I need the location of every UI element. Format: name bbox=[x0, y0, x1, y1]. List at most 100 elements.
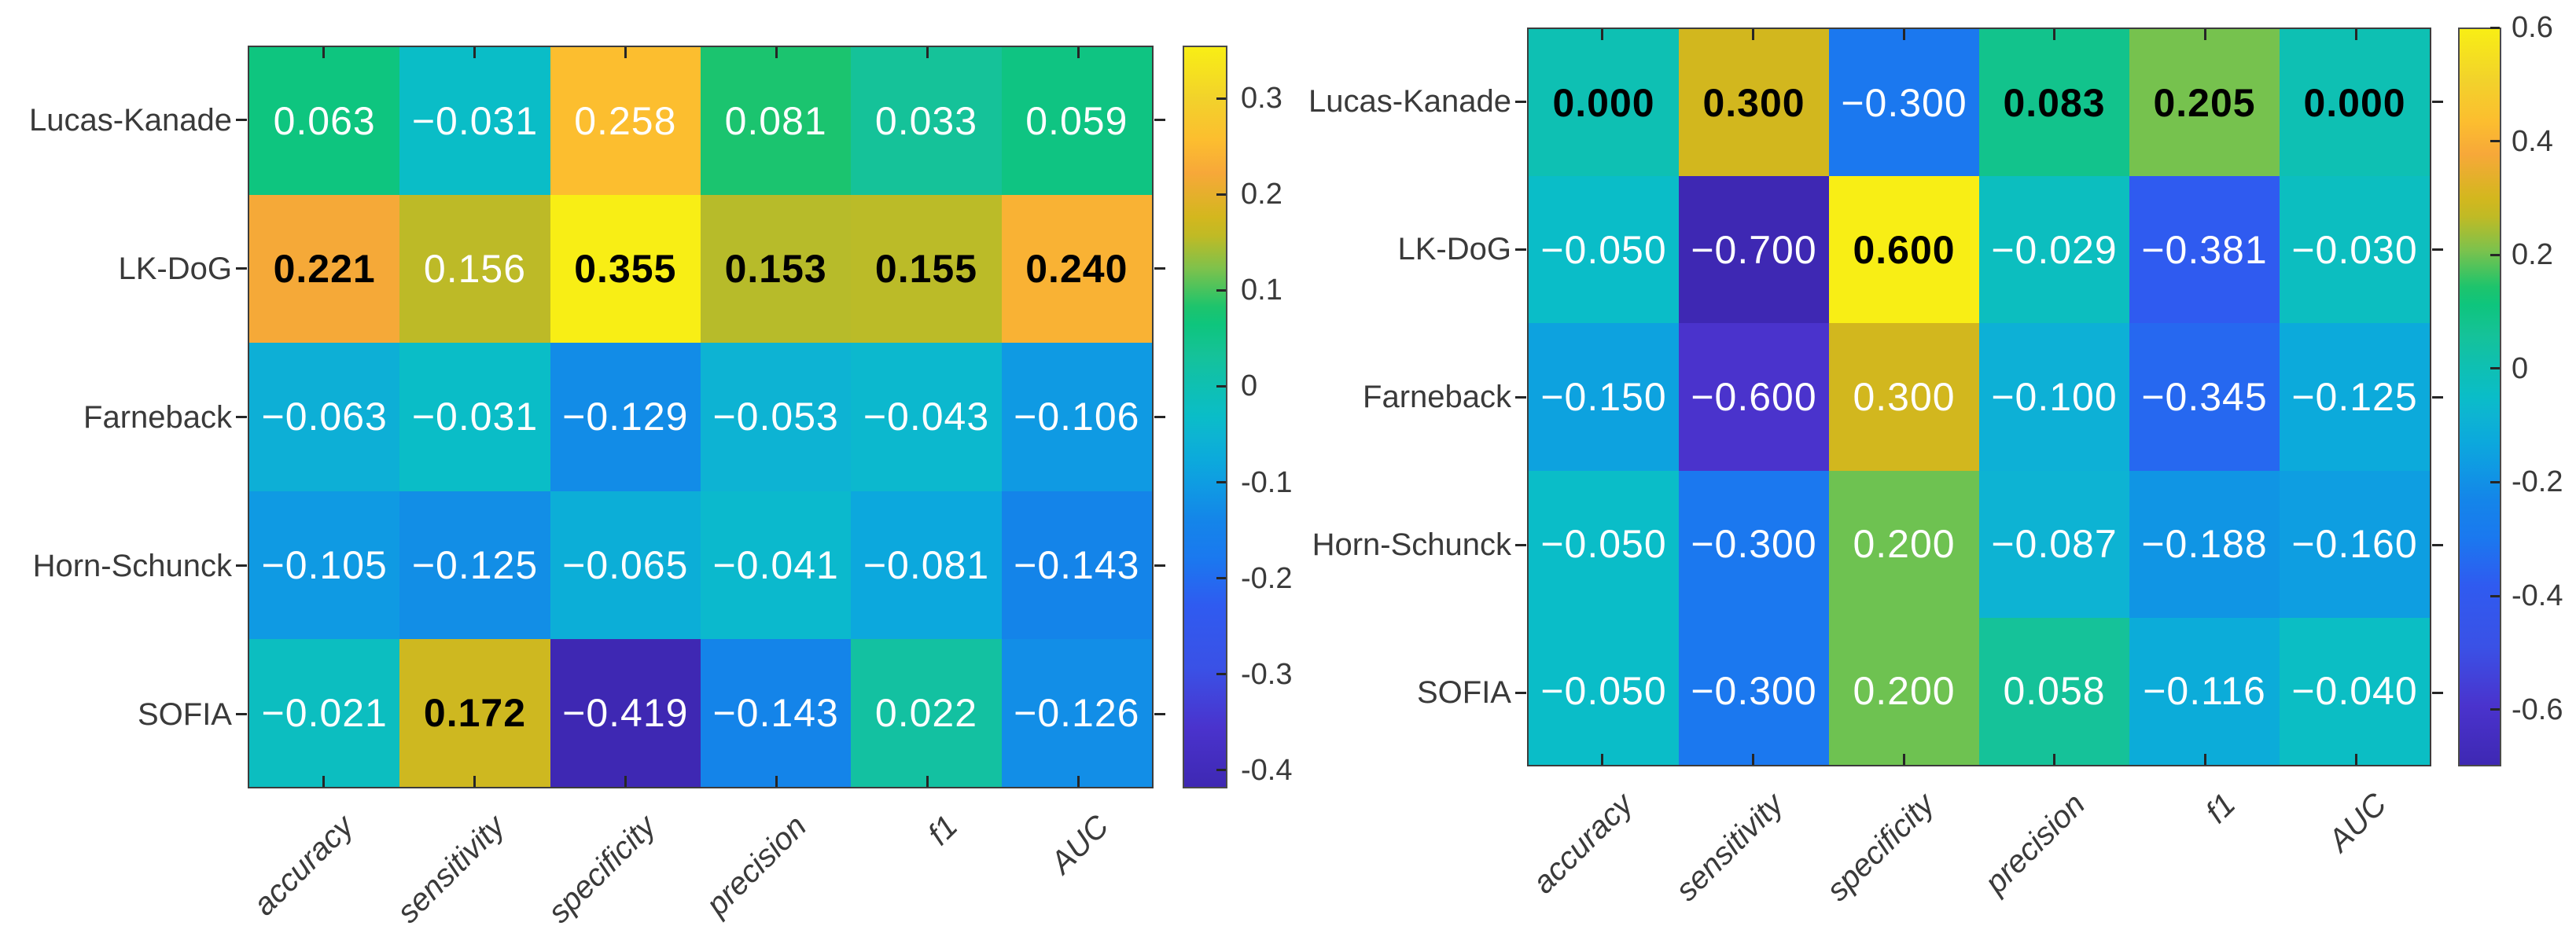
row-label: SOFIA bbox=[137, 696, 232, 732]
axis-tick-top bbox=[2204, 29, 2206, 40]
cell-value: −0.105 bbox=[261, 542, 388, 587]
colorbar-tick bbox=[1216, 384, 1226, 388]
heatmap-cell: 0.022 bbox=[851, 638, 1002, 787]
column-label: f1 bbox=[921, 809, 965, 852]
colorbar-tick bbox=[1216, 97, 1226, 100]
colorbar-tick bbox=[2490, 26, 2500, 29]
axis-tick-bottom bbox=[2053, 754, 2056, 765]
column-label: accuracy bbox=[246, 809, 361, 923]
colorbar-tick-label: -0.6 bbox=[2512, 693, 2563, 726]
axis-tick-top bbox=[1601, 29, 1604, 40]
heatmap-cell: −0.381 bbox=[2129, 176, 2280, 324]
cell-value: 0.240 bbox=[1025, 247, 1128, 292]
heatmap-cell: −0.300 bbox=[1679, 617, 1829, 765]
heatmap-cell: −0.063 bbox=[249, 343, 400, 491]
cell-value: −0.125 bbox=[2291, 374, 2418, 419]
axis-tick-top bbox=[2354, 29, 2357, 40]
heatmap-cell: −0.041 bbox=[700, 491, 852, 639]
cell-value: −0.031 bbox=[411, 395, 539, 439]
cell-value: −0.188 bbox=[2141, 522, 2268, 567]
row-label: Lucas-Kanade bbox=[1308, 84, 1511, 119]
row-label: LK-DoG bbox=[118, 251, 233, 286]
cell-value: −0.143 bbox=[712, 690, 839, 735]
column-label: precision bbox=[699, 809, 814, 923]
cell-value: −0.030 bbox=[2291, 227, 2418, 272]
column-label: AUC bbox=[1043, 809, 1116, 880]
axis-tick-right bbox=[2432, 100, 2443, 103]
colorbar-tick-label: 0.3 bbox=[1241, 82, 1282, 116]
axis-tick-left bbox=[236, 416, 247, 418]
heatmap-cell: 0.063 bbox=[249, 47, 400, 196]
heatmap-grid: 0.000 0.300 −0.300 0.083 0.205 0.000 −0.050 −0.… bbox=[1527, 28, 2431, 766]
cell-value: −0.041 bbox=[712, 542, 839, 587]
heatmap-cell: −0.143 bbox=[700, 638, 852, 787]
heatmap-cell: −0.087 bbox=[1979, 470, 2129, 618]
cell-value: 0.083 bbox=[2003, 80, 2106, 125]
heatmap-cell: −0.105 bbox=[249, 491, 400, 639]
heatmap-cell: 0.172 bbox=[399, 638, 550, 787]
heatmap-cell: −0.106 bbox=[1001, 343, 1152, 491]
heatmap-cell: 0.059 bbox=[1001, 47, 1152, 196]
colorbar-tick bbox=[2490, 708, 2500, 711]
cell-value: 0.000 bbox=[1552, 80, 1655, 125]
cell-value: −0.053 bbox=[712, 395, 839, 439]
row-label: SOFIA bbox=[1416, 675, 1511, 710]
axis-tick-right bbox=[1154, 119, 1165, 121]
heatmap-cell: 0.058 bbox=[1979, 617, 2129, 765]
cell-value: −0.126 bbox=[1014, 690, 1140, 735]
cell-value: 0.059 bbox=[1025, 99, 1128, 144]
heatmap-cell: −0.031 bbox=[399, 47, 550, 196]
axis-tick-left bbox=[236, 267, 247, 270]
row-label: LK-DoG bbox=[1397, 232, 1512, 266]
cell-value: −0.029 bbox=[1991, 227, 2118, 272]
column-label: sensitivity bbox=[1669, 787, 1790, 908]
colorbar-tick bbox=[2490, 253, 2500, 256]
cell-value: 0.156 bbox=[423, 247, 527, 292]
heatmap-cell: −0.029 bbox=[1979, 176, 2129, 324]
cell-value: −0.081 bbox=[863, 542, 990, 587]
cell-value: −0.600 bbox=[1691, 374, 1817, 419]
heatmap-cell: −0.188 bbox=[2129, 470, 2280, 618]
column-label: sensitivity bbox=[390, 809, 512, 930]
axis-tick-left bbox=[1515, 248, 1526, 251]
cell-value: 0.200 bbox=[1853, 669, 1956, 714]
heatmap-cell: 0.200 bbox=[1829, 470, 1979, 618]
row-label: Lucas-Kanade bbox=[29, 102, 232, 138]
heatmap-cell: −0.160 bbox=[2280, 470, 2430, 618]
axis-tick-left bbox=[1515, 100, 1526, 103]
cell-value: −0.160 bbox=[2291, 522, 2418, 567]
cell-value: 0.153 bbox=[724, 247, 827, 292]
axis-tick-bottom bbox=[1752, 754, 1754, 765]
heatmap-cell: −0.143 bbox=[1001, 491, 1152, 639]
heatmap-cell: −0.030 bbox=[2280, 176, 2430, 324]
colorbar-tick-label: 0.4 bbox=[2512, 124, 2553, 158]
cell-value: −0.106 bbox=[1014, 395, 1140, 439]
heatmap-cell: 0.156 bbox=[399, 195, 550, 344]
heatmap-cell: 0.081 bbox=[700, 47, 852, 196]
heatmap-cell: −0.040 bbox=[2280, 617, 2430, 765]
heatmap-cell: −0.050 bbox=[1529, 176, 1679, 324]
axis-tick-top bbox=[1752, 29, 1754, 40]
column-label: precision bbox=[1978, 787, 2092, 901]
heatmap-cell: −0.053 bbox=[700, 343, 852, 491]
cell-value: −0.063 bbox=[261, 395, 388, 439]
cell-value: −0.031 bbox=[411, 99, 539, 144]
axis-tick-right bbox=[1154, 564, 1165, 567]
cell-value: −0.065 bbox=[562, 542, 689, 587]
colorbar-tick-label: -0.4 bbox=[1241, 753, 1293, 787]
cell-value: 0.200 bbox=[1853, 522, 1956, 567]
heatmap-cell: −0.043 bbox=[851, 343, 1002, 491]
row-label: Farneback bbox=[1363, 380, 1511, 414]
cell-value: −0.040 bbox=[2291, 669, 2418, 714]
colorbar bbox=[2458, 28, 2501, 766]
axis-tick-right bbox=[1154, 713, 1165, 715]
cell-value: 0.300 bbox=[1702, 80, 1805, 125]
axis-tick-left bbox=[1515, 395, 1526, 399]
heatmap-cell: 0.033 bbox=[851, 47, 1002, 196]
heatmap-cell: −0.419 bbox=[550, 638, 701, 787]
heatmap-cell: 0.000 bbox=[1529, 29, 1679, 177]
cell-value: −0.300 bbox=[1691, 522, 1817, 567]
axis-tick-bottom bbox=[1076, 776, 1080, 787]
